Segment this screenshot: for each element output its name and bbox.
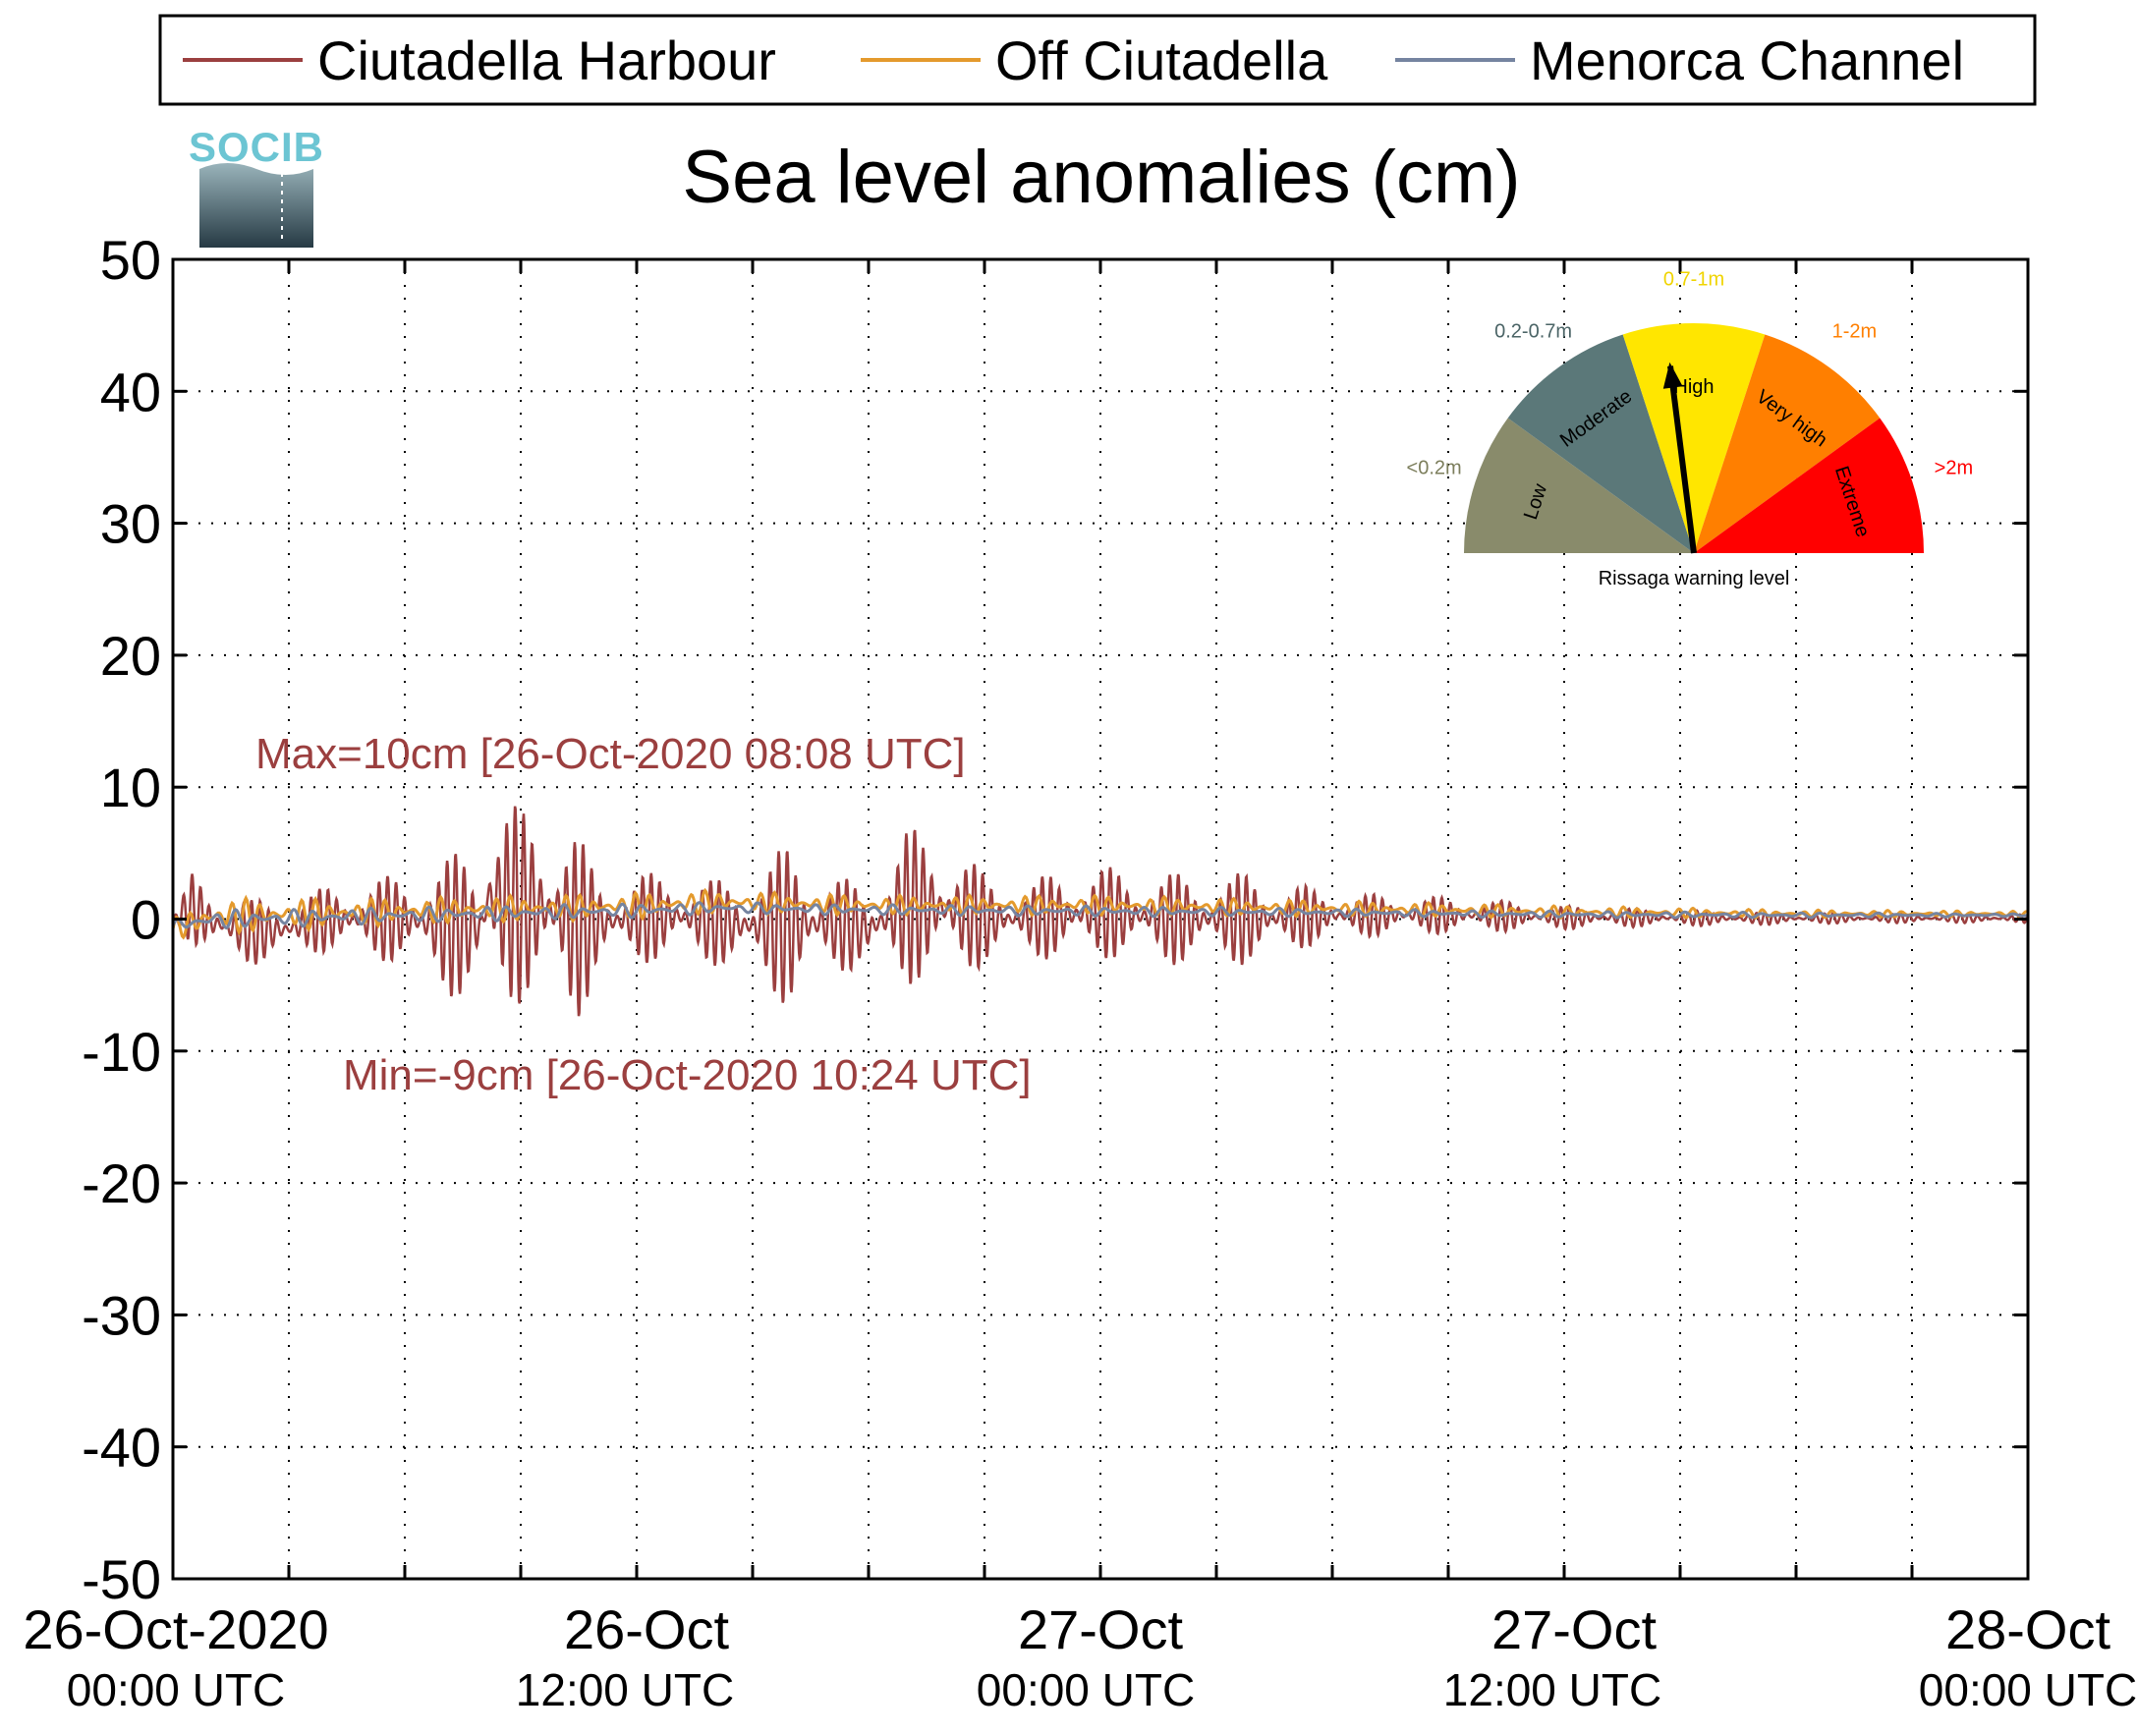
x-tick-label-date: 26-Oct-2020 bbox=[23, 1598, 328, 1660]
y-tick-label: 10 bbox=[100, 756, 161, 818]
annotation-max: Max=10cm [26-Oct-2020 08:08 UTC] bbox=[255, 730, 966, 778]
gauge-needle bbox=[1667, 365, 1697, 554]
series-off-ciutadella bbox=[173, 887, 2028, 940]
rissaga-warning-gauge: Rissaga warning level Low<0.2mModerate0.… bbox=[1407, 268, 1974, 589]
gauge-segment-extreme bbox=[1694, 418, 1924, 553]
plot-series bbox=[173, 806, 2028, 1017]
legend-box bbox=[158, 14, 2037, 106]
gauge-segment-low bbox=[1464, 418, 1694, 553]
y-axis: -50 -40 -30 -20 -10 0 10 20 30 40 50 bbox=[82, 229, 2028, 1610]
x-tick-label-time: 00:00 UTC bbox=[67, 1664, 285, 1715]
x-tick-label-date: 27-Oct bbox=[1018, 1598, 1183, 1660]
chart-title: Sea level anomalies (cm) bbox=[682, 136, 1520, 219]
x-tick-label-time: 00:00 UTC bbox=[977, 1664, 1195, 1715]
y-tick-label: -40 bbox=[82, 1417, 161, 1479]
x-tick-label-date: 26-Oct bbox=[564, 1598, 729, 1660]
gauge-range-label: >2m bbox=[1935, 457, 1973, 478]
gauge-title: Rissaga warning level bbox=[1599, 568, 1790, 589]
x-tick-label-date: 28-Oct bbox=[1945, 1598, 2110, 1660]
y-tick-label: 40 bbox=[100, 361, 161, 422]
gauge-range-label: <0.2m bbox=[1407, 457, 1462, 478]
legend-label-off-ciutadella: Off Ciutadella bbox=[995, 29, 1328, 91]
y-tick-label: -30 bbox=[82, 1284, 161, 1346]
y-tick-label: 20 bbox=[100, 625, 161, 687]
legend: Ciutadella Harbour Off Ciutadella Menorc… bbox=[158, 14, 2037, 106]
series-ciutadella-harbour bbox=[173, 806, 2028, 1017]
gauge-segment-high bbox=[1622, 323, 1766, 553]
y-tick-label: 30 bbox=[100, 493, 161, 555]
gauge-range-label: 0.7-1m bbox=[1663, 268, 1724, 290]
socib-logo-wave bbox=[199, 163, 313, 248]
y-tick-label: -10 bbox=[82, 1021, 161, 1083]
y-tick-label: 50 bbox=[100, 229, 161, 291]
x-tick-label-time: 00:00 UTC bbox=[1919, 1664, 2137, 1715]
gauge-needle-head bbox=[1662, 362, 1683, 389]
legend-label-ciutadella-harbour: Ciutadella Harbour bbox=[317, 29, 776, 91]
gauge-level-label: High bbox=[1673, 376, 1714, 398]
y-tick-label: 0 bbox=[131, 889, 161, 951]
gauge-range-label: 0.2-0.7m bbox=[1494, 320, 1572, 342]
x-tick-label-date: 27-Oct bbox=[1491, 1598, 1657, 1660]
y-tick-label: -50 bbox=[82, 1548, 161, 1610]
series-menorca-channel bbox=[173, 901, 2028, 930]
socib-logo: SOCIB bbox=[189, 124, 324, 248]
x-tick-label-time: 12:00 UTC bbox=[516, 1664, 734, 1715]
legend-label-menorca-channel: Menorca Channel bbox=[1530, 29, 1964, 91]
gauge-segment-moderate bbox=[1507, 334, 1694, 553]
x-tick-label-time: 12:00 UTC bbox=[1443, 1664, 1661, 1715]
y-tick-label: -20 bbox=[82, 1152, 161, 1214]
annotation-min: Min=-9cm [26-Oct-2020 10:24 UTC] bbox=[343, 1051, 1032, 1099]
gauge-segment-very-high bbox=[1694, 334, 1881, 553]
socib-logo-text: SOCIB bbox=[189, 124, 324, 170]
gauge-range-label: 1-2m bbox=[1832, 320, 1878, 342]
